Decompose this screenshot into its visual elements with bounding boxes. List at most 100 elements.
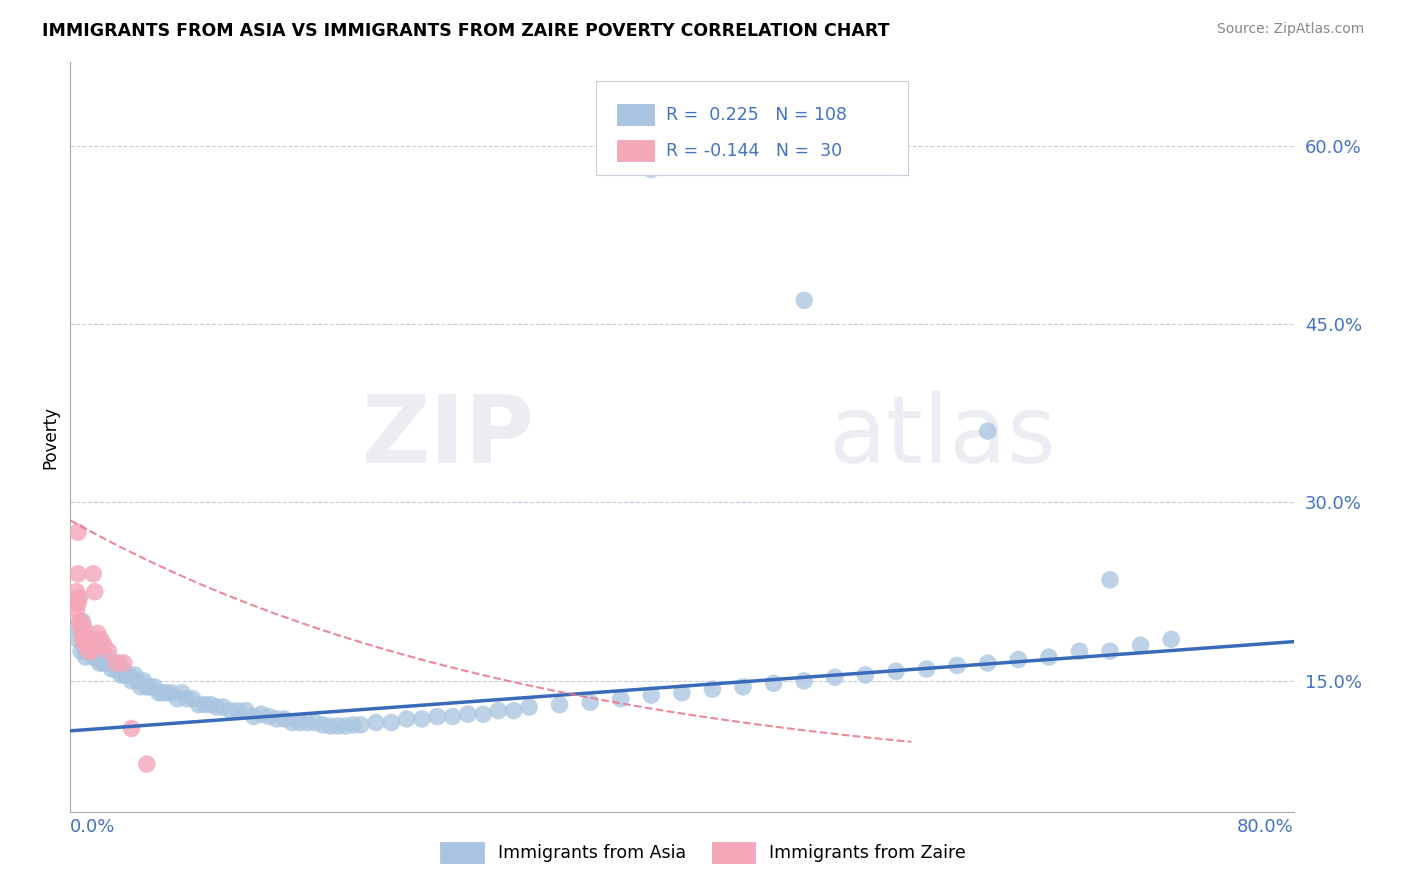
Point: [65, 602, 87, 616]
Point: [105, 662, 128, 676]
Point: [73, 638, 96, 652]
Point: [132, 673, 155, 688]
Point: [121, 673, 143, 688]
Point: [82, 566, 104, 581]
Point: [91, 656, 114, 670]
Point: [90, 644, 112, 658]
Point: [457, 707, 479, 722]
Point: [671, 686, 693, 700]
Point: [93, 650, 115, 665]
Point: [342, 718, 364, 732]
Point: [66, 597, 89, 611]
Point: [257, 709, 280, 723]
Point: [135, 757, 157, 772]
Point: [117, 668, 139, 682]
Bar: [617, 140, 654, 161]
Point: [69, 591, 91, 605]
Point: [1099, 573, 1122, 587]
Point: [366, 715, 388, 730]
Point: [976, 656, 998, 670]
Point: [82, 644, 104, 658]
Point: [266, 712, 288, 726]
Point: [129, 680, 152, 694]
Text: R =  0.225   N = 108: R = 0.225 N = 108: [666, 106, 846, 124]
Point: [93, 638, 115, 652]
Point: [110, 668, 132, 682]
Point: [640, 162, 662, 177]
Point: [127, 673, 149, 688]
Point: [793, 673, 815, 688]
Point: [124, 668, 146, 682]
Point: [441, 709, 464, 723]
Point: [70, 620, 93, 634]
Point: [114, 668, 136, 682]
Point: [395, 712, 418, 726]
Point: [66, 525, 89, 540]
Point: [1160, 632, 1182, 647]
Point: [1069, 644, 1091, 658]
Point: [1038, 650, 1060, 665]
Point: [150, 686, 173, 700]
Point: [472, 707, 495, 722]
Text: atlas: atlas: [828, 391, 1057, 483]
Point: [160, 686, 183, 700]
Point: [194, 698, 217, 712]
Point: [73, 620, 96, 634]
Point: [205, 700, 228, 714]
Text: 0.0%: 0.0%: [70, 818, 115, 836]
Point: [250, 707, 273, 722]
Point: [176, 691, 198, 706]
Point: [884, 665, 907, 679]
Point: [640, 688, 662, 702]
Y-axis label: Poverty: Poverty: [41, 406, 59, 468]
Point: [75, 632, 97, 647]
Point: [855, 668, 877, 682]
Point: [610, 691, 633, 706]
Point: [112, 656, 135, 670]
Point: [181, 691, 204, 706]
Bar: [617, 104, 654, 126]
Point: [273, 712, 295, 726]
Point: [98, 656, 121, 670]
Legend: Immigrants from Asia, Immigrants from Zaire: Immigrants from Asia, Immigrants from Za…: [433, 835, 973, 870]
Point: [281, 715, 304, 730]
Point: [70, 615, 93, 629]
Point: [100, 662, 122, 676]
Text: 80.0%: 80.0%: [1237, 818, 1294, 836]
Point: [70, 644, 93, 658]
Point: [69, 615, 91, 629]
Point: [156, 686, 179, 700]
Point: [80, 644, 103, 658]
Point: [121, 722, 143, 736]
Point: [66, 566, 89, 581]
Point: [72, 632, 94, 647]
Point: [139, 680, 162, 694]
Point: [200, 698, 222, 712]
Point: [228, 704, 250, 718]
Point: [96, 650, 118, 665]
Point: [105, 662, 128, 676]
Point: [235, 704, 257, 718]
Point: [502, 704, 524, 718]
Point: [111, 662, 134, 676]
Point: [411, 712, 433, 726]
Point: [82, 650, 104, 665]
Point: [89, 656, 111, 670]
Point: [75, 644, 97, 658]
Point: [75, 638, 97, 652]
Point: [335, 719, 357, 733]
Point: [72, 626, 94, 640]
Point: [824, 670, 846, 684]
Point: [1099, 644, 1122, 658]
Point: [87, 644, 110, 658]
Point: [66, 620, 89, 634]
Point: [77, 644, 100, 658]
Point: [143, 680, 166, 694]
Point: [762, 676, 785, 690]
Point: [97, 656, 120, 670]
Point: [94, 656, 117, 670]
Point: [380, 715, 402, 730]
Point: [702, 682, 724, 697]
Text: ZIP: ZIP: [363, 391, 536, 483]
Point: [90, 650, 112, 665]
